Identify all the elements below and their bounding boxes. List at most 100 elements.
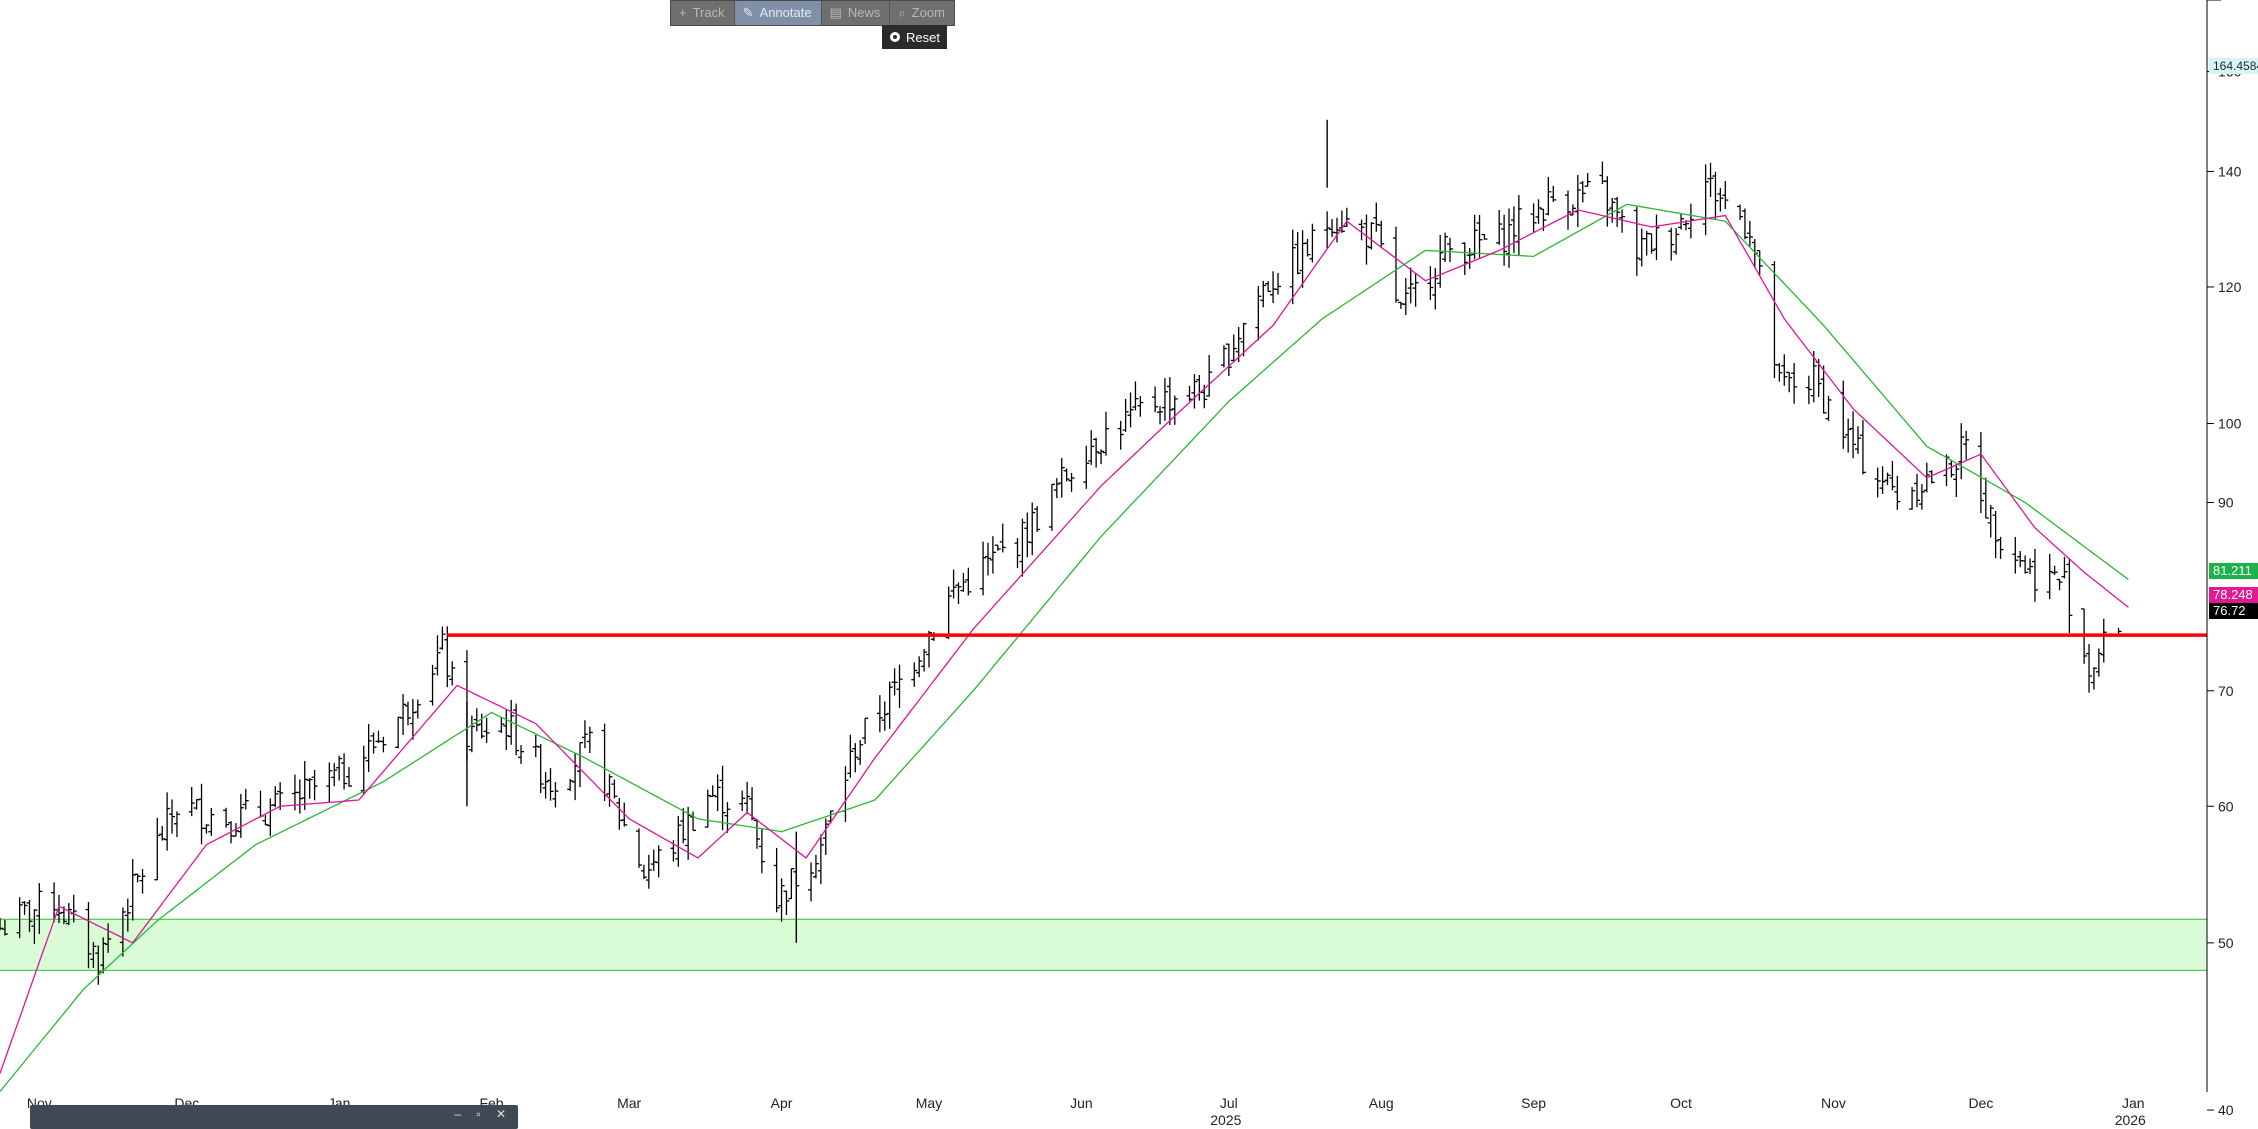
tag-ma-slow: 81.211 <box>2209 563 2258 579</box>
price-bar <box>1776 363 1783 382</box>
tag-last-price: 76.72 <box>2209 603 2258 619</box>
reset-button[interactable]: Reset <box>882 25 947 49</box>
price-bar <box>404 701 411 726</box>
price-bar <box>635 828 642 868</box>
price-bar <box>1496 210 1503 245</box>
price-bar <box>1309 223 1316 263</box>
zoom-button[interactable]: ⌕ Zoom <box>890 1 954 25</box>
crosshair-icon: + <box>679 5 687 20</box>
price-bar <box>1378 220 1385 248</box>
price-bar <box>119 907 126 957</box>
price-bar <box>2022 555 2029 574</box>
price-bar <box>198 783 205 845</box>
price-bar <box>1102 411 1109 456</box>
support-zone-layer <box>0 918 2207 971</box>
tag-ma-fast: 78.248 <box>2209 587 2258 603</box>
x-year-label: 2026 <box>2115 1112 2146 1128</box>
price-bar <box>267 798 274 836</box>
price-bars-layer <box>0 119 2122 985</box>
price-bar <box>2031 548 2038 602</box>
y-tick-label: 70 <box>2218 683 2234 699</box>
price-bar <box>1299 230 1306 288</box>
price-bar <box>129 859 136 921</box>
price-bar <box>1997 536 2004 559</box>
tag-high: 164.4584 <box>2209 58 2258 74</box>
price-bar <box>1707 162 1714 198</box>
price-bar <box>1122 398 1129 432</box>
track-button[interactable]: + Track <box>671 1 735 25</box>
price-bar <box>400 694 407 736</box>
annotate-button[interactable]: ✎ Annotate <box>734 1 822 25</box>
price-bar <box>429 664 436 706</box>
price-bar <box>1270 271 1277 304</box>
price-bar <box>690 811 697 832</box>
price-bar <box>26 899 33 932</box>
price-bar <box>296 779 303 814</box>
x-month-label: Sep <box>1521 1095 1546 1111</box>
price-bar <box>434 635 441 676</box>
x-month-label: Aug <box>1369 1095 1394 1111</box>
price-bar <box>2061 556 2068 579</box>
price-bar <box>1668 227 1675 261</box>
price-bar <box>301 761 308 810</box>
price-bar <box>921 648 928 672</box>
price-bar <box>788 868 795 900</box>
price-bar <box>2086 644 2093 693</box>
ma-fast-line <box>0 209 2129 1074</box>
price-bar <box>611 779 618 799</box>
price-bar <box>847 734 854 778</box>
price-bar <box>1781 354 1788 386</box>
price-bar <box>862 717 869 744</box>
price-bar <box>945 586 952 640</box>
price-bar <box>345 767 352 787</box>
price-bar <box>1963 430 1970 460</box>
price-bar <box>1088 430 1095 466</box>
price-bar <box>1737 204 1744 221</box>
price-bar <box>1447 237 1454 263</box>
price-bar <box>1884 472 1891 486</box>
price-bar <box>1289 229 1296 305</box>
price-bar <box>1093 437 1100 468</box>
price-bar <box>473 708 480 732</box>
price-bar <box>395 716 402 749</box>
news-button[interactable]: ▤ News <box>822 1 891 25</box>
price-bar <box>478 713 485 739</box>
price-bar <box>842 766 849 822</box>
price-bar <box>1535 199 1542 224</box>
window-controls[interactable]: – ▫ ✕ <box>454 1107 512 1121</box>
news-label: News <box>847 5 881 20</box>
price-bar <box>1235 327 1242 362</box>
y-tick-label: 140 <box>2218 163 2242 179</box>
price-bar <box>311 769 318 801</box>
annotate-label: Annotate <box>759 5 812 20</box>
price-bar <box>242 788 249 810</box>
price-bar <box>2051 565 2058 575</box>
price-bar <box>552 782 559 808</box>
price-bar <box>2056 578 2063 591</box>
x-month-label: May <box>916 1095 942 1111</box>
bottom-panel: – ▫ ✕ <box>30 1105 518 1129</box>
price-bar <box>1014 537 1021 569</box>
price-bar <box>2095 648 2102 677</box>
price-bar <box>1604 176 1611 227</box>
reset-label: Reset <box>906 29 940 45</box>
price-bar <box>341 753 348 790</box>
price-bar <box>1225 343 1232 376</box>
price-bar <box>31 909 38 944</box>
y-tick-label: 90 <box>2218 494 2234 510</box>
price-bar <box>518 745 525 764</box>
price-bar <box>1791 362 1798 404</box>
y-axis-layer: 4050607090100120140160 <box>2206 0 2242 1118</box>
price-bar <box>1206 354 1213 397</box>
price-bar <box>414 699 421 719</box>
price-bar <box>680 808 687 844</box>
price-bar <box>1 919 8 936</box>
price-bar <box>581 720 588 749</box>
price-bar <box>1501 214 1508 266</box>
price-bar <box>1048 483 1055 531</box>
ma-slow-line <box>0 203 2129 1092</box>
x-year-label: 2025 <box>1210 1112 1241 1128</box>
price-bar <box>331 763 338 787</box>
price-bar <box>1756 250 1763 275</box>
